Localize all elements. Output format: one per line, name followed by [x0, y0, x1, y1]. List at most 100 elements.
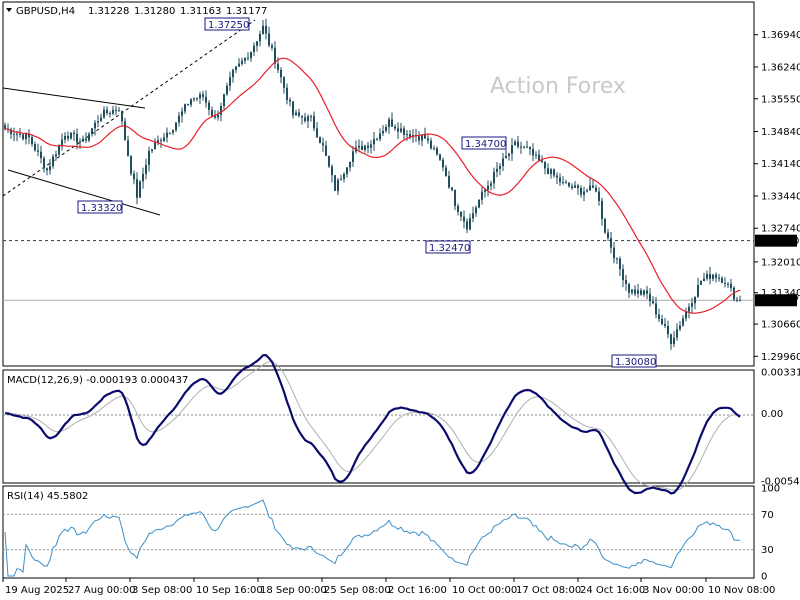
candle-body	[337, 179, 339, 191]
price-tick-label: 1.36940	[761, 30, 800, 41]
candle-body	[235, 66, 237, 70]
candle-body	[682, 318, 684, 326]
symbol-label: GBPUSD,H4	[16, 6, 75, 17]
candle-body	[538, 154, 540, 161]
candle-body	[616, 258, 618, 260]
watermark: Action Forex	[490, 74, 626, 99]
candle-body	[478, 199, 480, 208]
candle-body	[361, 145, 363, 151]
candle-body	[265, 25, 267, 34]
candle-body	[523, 146, 525, 148]
time-tick-label: 18 Sep 00:00	[260, 585, 327, 596]
candle-body	[82, 138, 84, 142]
price-tick-label: 1.32740	[761, 224, 800, 235]
candle-body	[517, 141, 519, 147]
candle-body	[274, 47, 276, 64]
candle-body	[733, 287, 735, 300]
candle-body	[589, 185, 591, 191]
close-value: 1.31177	[226, 6, 267, 17]
candle-body	[103, 109, 105, 118]
candle-body	[700, 281, 702, 285]
candle-body	[301, 115, 303, 118]
candle-body	[508, 153, 510, 157]
candle-body	[28, 133, 30, 138]
candle-body	[580, 187, 582, 195]
candle-body	[505, 156, 507, 159]
candle-body	[433, 148, 435, 150]
candle-body	[73, 132, 75, 135]
candle-body	[286, 87, 288, 100]
candle-body	[463, 216, 465, 222]
dashed-level-tag-label: 1.32470	[758, 236, 799, 247]
candle-body	[331, 166, 333, 176]
candle-body	[457, 205, 459, 212]
candle-body	[124, 121, 126, 141]
candle-body	[451, 187, 453, 191]
candle-body	[127, 140, 129, 156]
candle-body	[37, 150, 39, 152]
candle-body	[499, 165, 501, 169]
price-tick-label: 1.32010	[761, 257, 800, 268]
candle-body	[214, 115, 216, 118]
candle-body	[253, 45, 255, 52]
candle-body	[310, 116, 312, 118]
candle-body	[628, 283, 630, 293]
candle-body	[22, 134, 24, 140]
candle-body	[334, 175, 336, 191]
candle-body	[619, 258, 621, 270]
candle-body	[472, 213, 474, 219]
time-tick-label: 10 Nov 08:00	[708, 585, 775, 596]
price-tick-label: 1.30660	[761, 320, 800, 331]
candle-body	[202, 94, 204, 97]
current-price-tag-label: 1.31177	[758, 296, 799, 307]
candle-body	[187, 104, 189, 106]
candle-body	[397, 128, 399, 132]
candle-body	[241, 60, 243, 64]
candle-body	[694, 296, 696, 304]
candle-body	[166, 132, 168, 138]
candle-body	[388, 119, 390, 127]
candle-body	[64, 136, 66, 140]
time-tick-label: 2 Oct 16:00	[388, 585, 447, 596]
time-tick-label: 24 Oct 16:00	[580, 585, 645, 596]
candle-body	[649, 293, 651, 302]
candle-body	[685, 311, 687, 319]
candle-body	[541, 160, 543, 163]
price-reference-lines: 1.32470 1.31177	[3, 234, 799, 307]
candle-body	[418, 136, 420, 141]
candle-body	[484, 189, 486, 192]
candle-body	[637, 290, 639, 294]
price-axis: 1.36940 1.36240 1.35550 1.34840 1.34140 1.334…	[754, 30, 800, 363]
candle-body	[370, 144, 372, 148]
candle-body	[673, 337, 675, 345]
candle-body	[289, 99, 291, 102]
price-tick-label: 1.34840	[761, 127, 800, 138]
candle-body	[586, 190, 588, 192]
macd-tick-label: 0.003316	[761, 368, 800, 379]
candle-body	[601, 200, 603, 220]
candle-body	[667, 325, 669, 335]
candle-body	[427, 138, 429, 141]
level-box-label: 1.33320	[81, 203, 122, 214]
candle-body	[112, 109, 114, 114]
candle-body	[604, 219, 606, 233]
candle-body	[130, 155, 132, 174]
time-tick-label: 19 Aug 2025	[5, 585, 69, 596]
candle-body	[295, 112, 297, 116]
candle-body	[115, 109, 117, 111]
candle-body	[238, 63, 240, 67]
candle-body	[31, 137, 33, 145]
candle-body	[340, 179, 342, 181]
candle-body	[55, 154, 57, 157]
candle-body	[445, 167, 447, 176]
rsi-tick-label: 100	[761, 484, 780, 495]
channel-upper-line	[2, 87, 146, 109]
candle-body	[322, 143, 324, 146]
candle-body	[376, 139, 378, 141]
candle-body	[595, 187, 597, 192]
dropdown-triangle-icon[interactable]	[6, 8, 12, 12]
candle-body	[727, 283, 729, 285]
candle-body	[613, 247, 615, 259]
candle-body	[199, 94, 201, 99]
time-tick-label: 10 Oct 00:00	[452, 585, 517, 596]
